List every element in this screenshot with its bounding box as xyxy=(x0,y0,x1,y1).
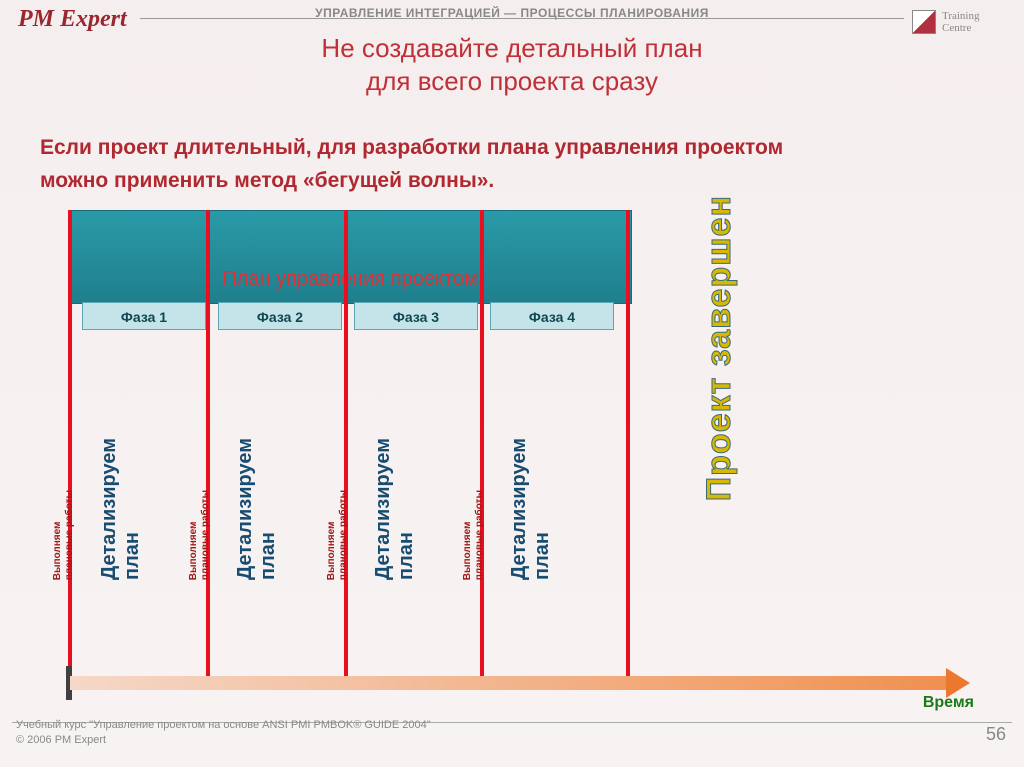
project-done-label: Проект завершен xyxy=(700,195,739,501)
body-text: Если проект длительный, для разработки п… xyxy=(40,132,984,197)
body-line2: можно применить метод «бегущей волны». xyxy=(40,165,984,198)
logo-right-text-top: Training xyxy=(942,10,980,22)
vline-1 xyxy=(206,210,210,680)
page-number: 56 xyxy=(986,724,1006,745)
rolling-wave-diagram: План управления проектом Фаза 1 Фаза 2 Ф… xyxy=(70,210,690,680)
time-axis-label: Время xyxy=(923,694,974,712)
vline-4 xyxy=(626,210,630,680)
phase-2: Фаза 2 xyxy=(218,302,342,330)
vline-3 xyxy=(480,210,484,680)
logo-right-text: Training Centre xyxy=(942,10,980,34)
page-title: Не создавайте детальный план для всего п… xyxy=(0,32,1024,97)
detail-label-1: Детализируемплан xyxy=(98,438,144,580)
footer-text: Учебный курс "Управление проектом на осн… xyxy=(16,718,431,747)
vline-0 xyxy=(68,210,72,680)
footer-copyright: © 2006 PM Expert xyxy=(16,733,431,747)
plan-title: План управления проектом xyxy=(70,268,630,291)
timeline-bar xyxy=(70,676,950,690)
work-label-1: Выполняемплановые работы xyxy=(52,490,76,580)
body-line1: Если проект длительный, для разработки п… xyxy=(40,132,984,165)
title-line1: Не создавайте детальный план xyxy=(0,32,1024,65)
phase-3: Фаза 3 xyxy=(354,302,478,330)
breadcrumb: УПРАВЛЕНИЕ ИНТЕГРАЦИЕЙ — ПРОЦЕССЫ ПЛАНИР… xyxy=(0,6,1024,20)
vline-2 xyxy=(344,210,348,680)
detail-label-4: Детализируемплан xyxy=(508,438,554,580)
detail-label-2: Детализируемплан xyxy=(234,438,280,580)
phase-1: Фаза 1 xyxy=(82,302,206,330)
footer-course: Учебный курс "Управление проектом на осн… xyxy=(16,718,431,732)
work-label-2: Выполняемплановые работы xyxy=(188,490,212,580)
logo-right-icon xyxy=(912,10,936,34)
work-label-3: Выполняемплановые работы xyxy=(326,490,350,580)
phase-4: Фаза 4 xyxy=(490,302,614,330)
title-line2: для всего проекта сразу xyxy=(0,65,1024,98)
detail-label-3: Детализируемплан xyxy=(372,438,418,580)
work-label-4: Выполняемплановые работы xyxy=(462,490,486,580)
